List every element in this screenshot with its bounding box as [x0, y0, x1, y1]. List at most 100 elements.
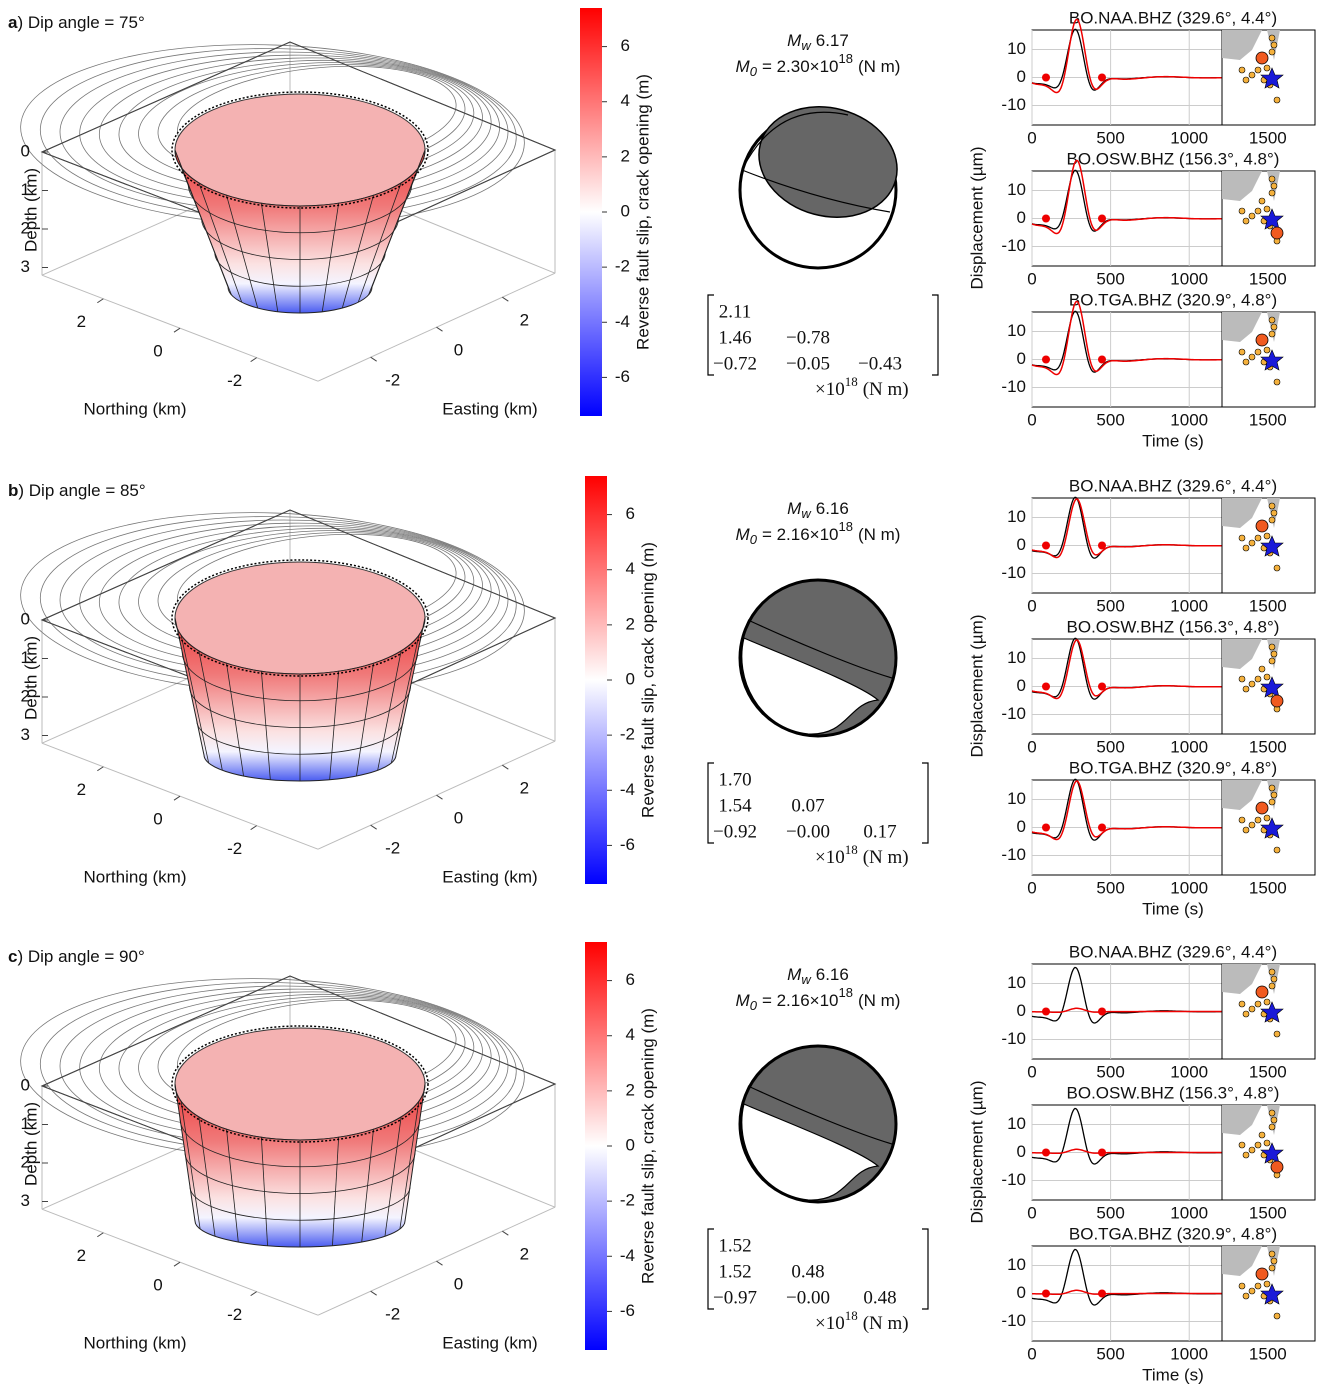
window-marker	[1098, 1007, 1106, 1016]
x-tick-label: 500	[1096, 269, 1124, 288]
northing-tick	[97, 1232, 104, 1238]
easting-tick-label: 0	[454, 809, 463, 828]
tensor-component: 0.48	[863, 1287, 896, 1308]
ring-fault-interior	[174, 1027, 426, 1141]
colorbar-tick-label: -2	[615, 257, 630, 276]
northing-tick-label: 2	[77, 780, 86, 799]
scale-factor: ×10	[815, 1313, 845, 1334]
panel-label: c	[8, 947, 17, 966]
easting-tick-label: 0	[454, 341, 463, 360]
station-dot	[1254, 1141, 1262, 1149]
m0-subscript: 0	[750, 64, 758, 79]
colorbar-tick-label: -6	[620, 835, 635, 854]
northing-tick-label: -2	[227, 839, 242, 858]
target-station	[1270, 226, 1284, 240]
surface-trace	[171, 1025, 429, 1143]
beachball-dilatation	[741, 637, 880, 735]
y-tick-label: -10	[1001, 704, 1026, 723]
epicenter-star	[1260, 1283, 1284, 1305]
mesh-ring	[184, 1152, 416, 1194]
station-dot	[1238, 66, 1246, 74]
window-marker	[1098, 541, 1106, 550]
window-marker	[1098, 823, 1106, 832]
station-dot	[1268, 968, 1276, 976]
station-dot	[1268, 1109, 1276, 1117]
window-marker	[1042, 682, 1050, 691]
station-dot	[1268, 657, 1276, 665]
x-tick-label: 0	[1027, 410, 1036, 429]
window-marker	[1098, 355, 1106, 364]
x-tick-label: 1500	[1249, 269, 1287, 288]
easting-tick	[370, 356, 377, 362]
colorbar-tick-label: 6	[626, 970, 635, 989]
panel-title-text: ) Dip angle = 85°	[18, 481, 145, 500]
epicenter-star	[1260, 817, 1284, 839]
station-dot	[1248, 680, 1256, 688]
station-dot	[1248, 539, 1256, 547]
scale-factor: ×10	[815, 379, 845, 400]
station-dot	[1248, 821, 1256, 829]
easting-tick	[436, 794, 443, 800]
colorbar-tick-label: 0	[626, 669, 635, 688]
tensor-component: −0.00	[786, 821, 830, 842]
station-dot	[1268, 175, 1276, 183]
easting-tick	[502, 1230, 509, 1236]
target-station	[1270, 1160, 1284, 1174]
y-tick-label: -10	[1001, 1029, 1026, 1048]
x-tick-label: 1500	[1249, 1062, 1287, 1081]
station-dot	[1273, 96, 1281, 104]
tensor-component: −0.72	[713, 353, 757, 374]
tensor-bracket-left	[707, 762, 714, 844]
station-dot	[1270, 182, 1278, 190]
station-dot	[1238, 675, 1246, 683]
station-dot	[1263, 64, 1271, 72]
station-dot	[1273, 1312, 1281, 1320]
station-dot	[1273, 564, 1281, 572]
depth-tick-label: 0	[21, 609, 30, 628]
station-dot	[1254, 66, 1262, 74]
station-dot	[1273, 846, 1281, 854]
station-dot	[1268, 1264, 1276, 1272]
synthetic-waveform	[1031, 780, 1222, 841]
mesh-ring	[214, 252, 386, 287]
m0-exponent: 18	[839, 519, 853, 534]
station-title: BO.OSW.BHZ (156.3°, 4.8°)	[1067, 149, 1280, 168]
northing-tick-label: 0	[153, 1276, 162, 1295]
target-station	[1255, 333, 1269, 347]
tensor-scale: ×1018 (N m)	[815, 1308, 909, 1334]
mw-symbol: M	[787, 499, 802, 518]
station-dot	[1270, 975, 1278, 983]
station-dot	[1270, 791, 1278, 799]
target-station	[1255, 985, 1269, 999]
window-marker	[1098, 1148, 1106, 1157]
easting-tick	[502, 296, 509, 302]
m0-unit: (N m)	[858, 991, 900, 1010]
y-tick-label: 10	[1007, 507, 1026, 526]
y-tick-label: 10	[1007, 789, 1026, 808]
y-tick-label: 0	[1017, 676, 1026, 695]
mw-value: 6.16	[816, 499, 849, 518]
station-dot	[1242, 217, 1250, 225]
y-tick-label: 10	[1007, 648, 1026, 667]
y-tick-label: 0	[1017, 349, 1026, 368]
depth-tick-label: 2	[21, 1152, 30, 1171]
depth-tick-label: 2	[21, 686, 30, 705]
colorbar-label: Reverse fault slip, crack opening (m)	[633, 74, 652, 350]
northing-tick-label: 2	[77, 1246, 86, 1265]
tensor-scale: ×1018 (N m)	[815, 374, 909, 400]
station-dot	[1268, 502, 1276, 510]
station-title: BO.TGA.BHZ (320.9°, 4.8°)	[1069, 758, 1277, 777]
depth-tick-label: 1	[21, 180, 30, 199]
mw-subscript: w	[801, 38, 812, 53]
station-title: BO.OSW.BHZ (156.3°, 4.8°)	[1067, 617, 1280, 636]
tensor-component: 1.46	[718, 327, 751, 348]
station-dot	[1238, 534, 1246, 542]
northing-tick	[173, 1261, 181, 1267]
surface-trace	[171, 91, 429, 209]
y-tick-label: -10	[1001, 377, 1026, 396]
inset-land	[1222, 312, 1280, 342]
mesh-ring	[189, 686, 411, 728]
station-dot	[1263, 1280, 1271, 1288]
colorbar-label: Reverse fault slip, crack opening (m)	[638, 1008, 657, 1284]
scale-unit: (N m)	[863, 379, 909, 400]
